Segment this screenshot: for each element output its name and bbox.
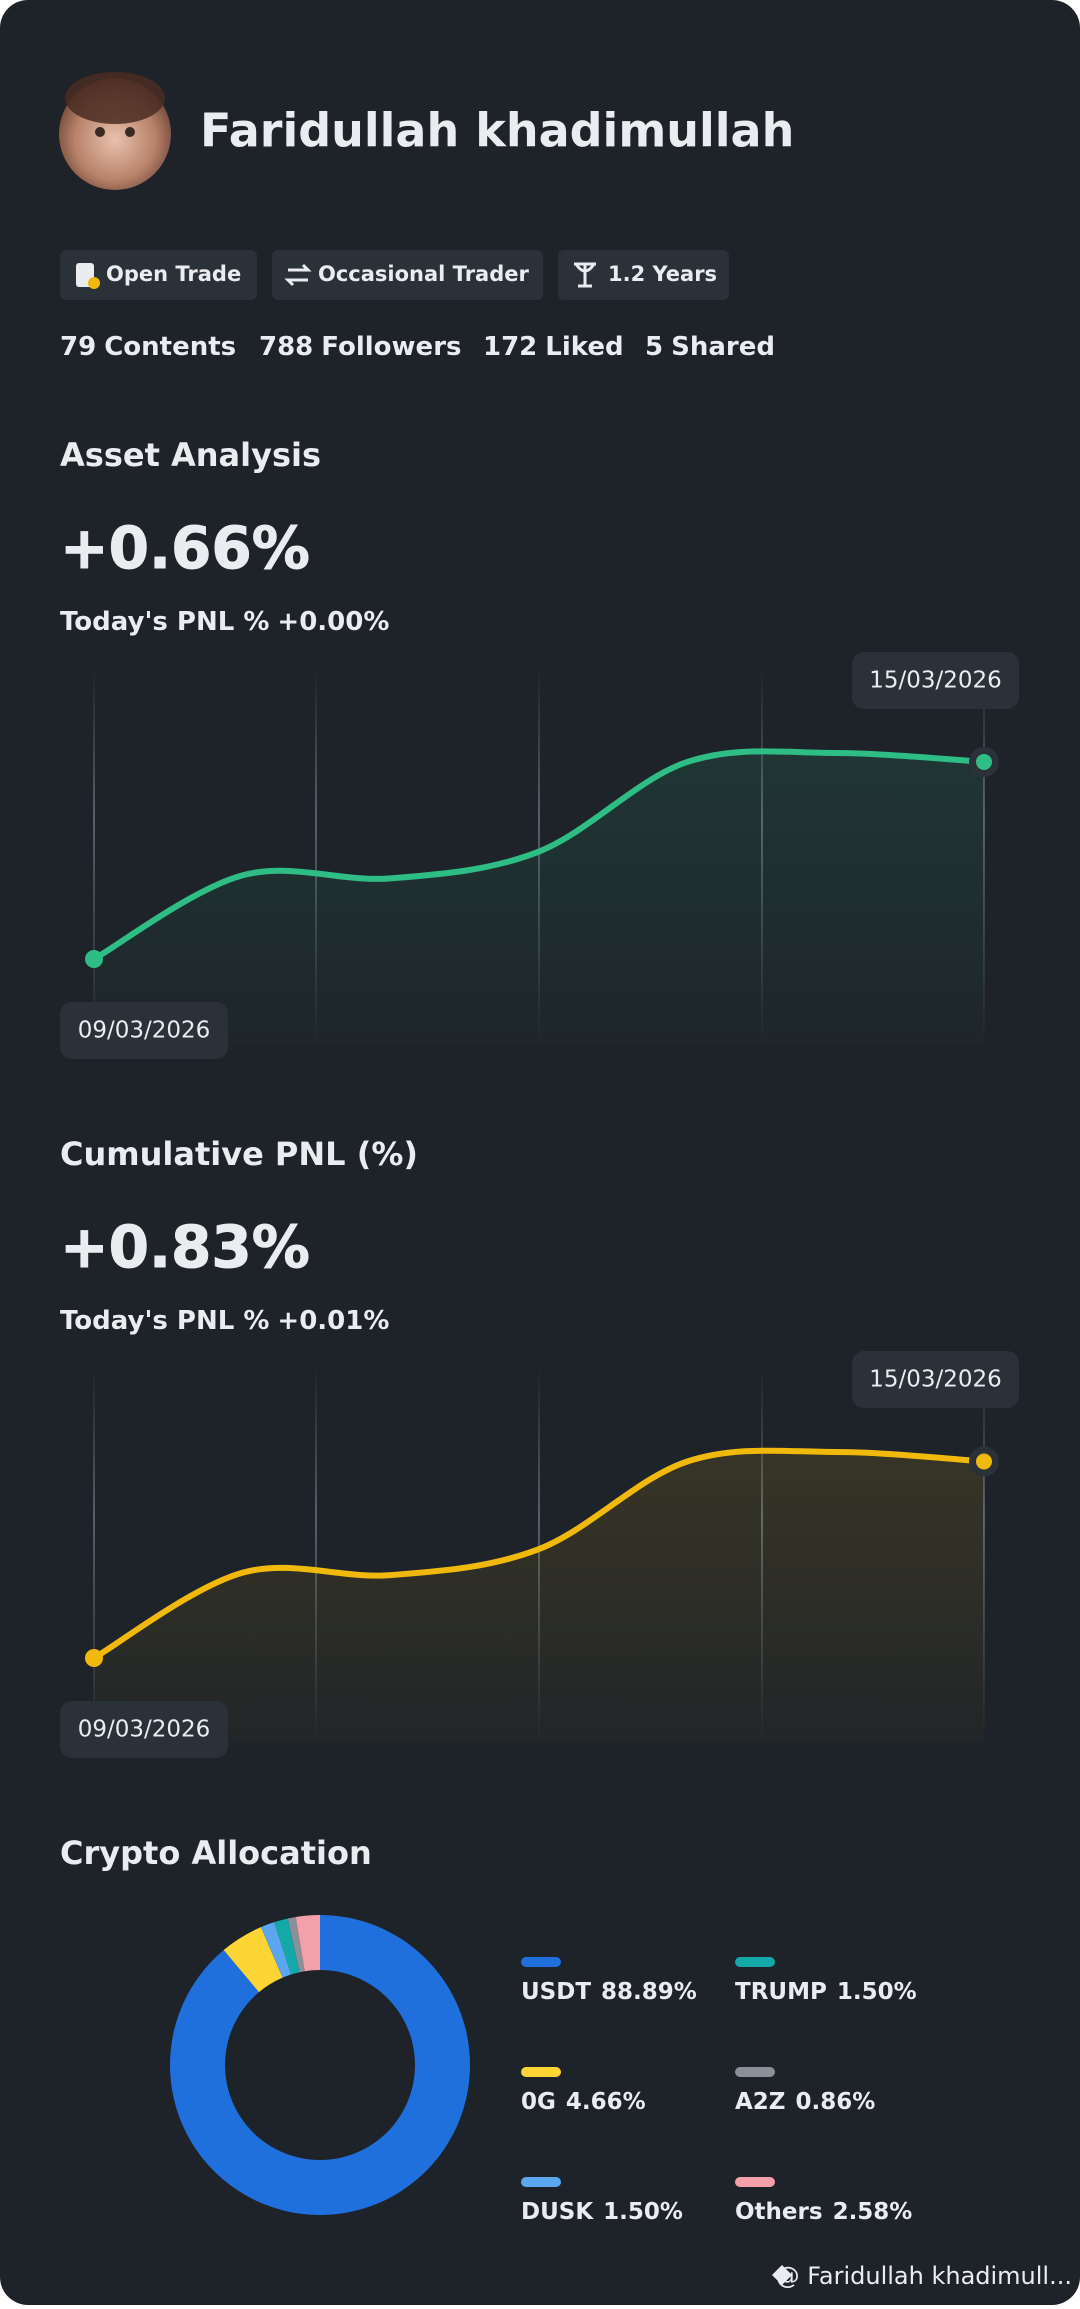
legend-name: A2Z (735, 2089, 785, 2115)
tag[interactable] (272, 250, 543, 300)
legend-value: 2.58% (833, 2199, 913, 2225)
stat: 172 Liked (483, 332, 624, 362)
legend-name: TRUMP (735, 1979, 827, 2005)
legend-entry: Others 2.58% (735, 2199, 912, 2225)
avatar-hair (65, 72, 165, 124)
legend-swatch (735, 2177, 775, 2187)
date-pill (60, 1701, 228, 1758)
today-pnl: Today's PNL % +0.01% (60, 1306, 389, 1336)
section-title: Asset Analysis (60, 436, 321, 474)
donut-segment (169, 1915, 470, 2216)
stat: 79 Contents (60, 332, 236, 362)
today-value: +0.00% (277, 607, 389, 637)
stat-count: 5 (645, 332, 663, 362)
stat-count: 788 (259, 332, 313, 362)
legend-entry: A2Z 0.86% (735, 2089, 875, 2115)
donut-segment (287, 1916, 305, 1973)
vertical-guide (315, 1367, 317, 1742)
stat-count: 172 (483, 332, 537, 362)
donut-segment (274, 1918, 300, 1975)
today-value: +0.01% (277, 1306, 389, 1336)
stat: 5 Shared (645, 332, 775, 362)
end-point (976, 753, 992, 770)
legend-swatch (735, 1957, 775, 1967)
legend-entry: TRUMP 1.50% (735, 1979, 917, 2005)
today-pnl: Today's PNL % +0.00% (60, 607, 389, 637)
footer-text: @ Faridullah khadimull... (776, 2262, 1072, 2290)
legend-value: 0.86% (795, 2089, 875, 2115)
date-label: 15/03/2026 (869, 668, 1002, 694)
legend-name: USDT (521, 1979, 591, 2005)
stat-label: Followers (321, 332, 461, 362)
donut-segment (223, 1927, 283, 1993)
profile-name: Faridullah khadimullah (200, 104, 794, 158)
tag-icon (284, 263, 312, 287)
charts: Asset Analysis +0.66% Today's PNL % +0.00% 0… (60, 436, 1019, 2225)
line-area (94, 751, 984, 1043)
legend-value: 88.89% (601, 1979, 697, 2005)
legend-name: Others (735, 2199, 823, 2225)
start-point (85, 1649, 103, 1667)
today-label: Today's PNL % (60, 607, 269, 637)
legend-entry: USDT 88.89% (521, 1979, 697, 2005)
tag[interactable] (60, 250, 257, 300)
line (91, 748, 987, 962)
vertical-guide (93, 668, 95, 1043)
line-area (94, 1450, 984, 1742)
footer-logo (772, 2265, 792, 2285)
stat-label: Shared (671, 332, 775, 362)
legend-value: 1.50% (837, 1979, 917, 2005)
tag-label: Open Trade (106, 262, 241, 286)
stat-count: 79 (60, 332, 96, 362)
date-pill (60, 1002, 228, 1059)
avatar-eye (95, 127, 105, 137)
legend-name: 0G (521, 2089, 556, 2115)
legend-value: 4.66% (566, 2089, 646, 2115)
date-pill (852, 1351, 1019, 1408)
stat: 788 Followers (259, 332, 462, 362)
line (91, 1447, 987, 1661)
today-label: Today's PNL % (60, 1306, 269, 1336)
legend-swatch (521, 2067, 561, 2077)
donut-segment (295, 1915, 320, 1972)
stats-row: 79 Contents 788 Followers 172 Liked 5 Shared (60, 332, 775, 362)
date-pill (852, 652, 1019, 709)
section-title: Cumulative PNL (%) (60, 1135, 418, 1173)
tag-label: Occasional Trader (318, 262, 529, 286)
donut-segment (260, 1922, 291, 1978)
legend-name: DUSK (521, 2199, 594, 2225)
legend-value: 1.50% (603, 2199, 683, 2225)
vertical-guide (315, 668, 317, 1043)
stat-label: Contents (104, 332, 236, 362)
legend-swatch (521, 2177, 561, 2187)
headline-value: +0.83% (60, 1213, 310, 1281)
tag-icon (574, 262, 596, 288)
tag-label: 1.2 Years (608, 262, 717, 286)
section-title: Crypto Allocation (60, 1834, 372, 1872)
tag-icon (88, 277, 100, 289)
date-label: 09/03/2026 (78, 1018, 211, 1044)
stat-label: Liked (545, 332, 623, 362)
legend-swatch (735, 2067, 775, 2077)
tag[interactable] (558, 250, 729, 300)
avatar-eye (125, 127, 135, 137)
end-point (976, 1453, 992, 1470)
legend-entry: 0G 4.66% (521, 2089, 646, 2115)
date-label: 15/03/2026 (869, 1367, 1002, 1393)
legend-swatch (521, 1957, 561, 1967)
start-point (85, 950, 103, 968)
date-label: 09/03/2026 (78, 1717, 211, 1743)
legend-entry: DUSK 1.50% (521, 2199, 683, 2225)
headline-value: +0.66% (60, 514, 310, 582)
vertical-guide (93, 1367, 95, 1742)
